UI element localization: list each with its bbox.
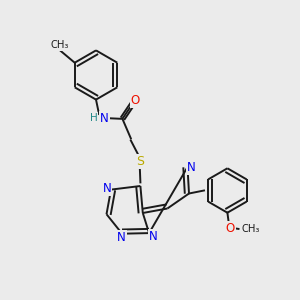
Text: N: N bbox=[117, 231, 126, 244]
Text: N: N bbox=[102, 182, 111, 196]
Text: O: O bbox=[131, 94, 140, 107]
Text: N: N bbox=[187, 160, 196, 174]
Text: N: N bbox=[100, 112, 109, 125]
Text: H: H bbox=[90, 113, 98, 123]
Text: S: S bbox=[136, 155, 144, 169]
Text: O: O bbox=[226, 222, 235, 235]
Text: CH₃: CH₃ bbox=[241, 224, 260, 234]
Text: N: N bbox=[149, 230, 158, 243]
Text: CH₃: CH₃ bbox=[50, 40, 69, 50]
